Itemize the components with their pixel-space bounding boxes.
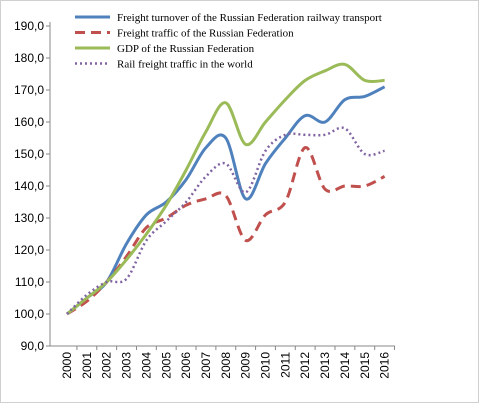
x-tick-label: 2015 xyxy=(358,352,372,379)
legend-label: Freight turnover of the Russian Federati… xyxy=(117,12,382,24)
y-tick-label: 110,0 xyxy=(15,275,44,289)
x-tick-label: 2001 xyxy=(80,352,94,379)
x-tick-label: 2006 xyxy=(179,352,193,379)
x-tick-label: 2008 xyxy=(219,352,233,379)
legend-label: Freight traffic of the Russian Federatio… xyxy=(117,28,294,40)
x-tick-label: 2009 xyxy=(239,352,253,379)
legend-label: GDP of the Russian Federation xyxy=(117,43,255,55)
y-tick-label: 140,0 xyxy=(14,179,44,193)
x-tick-label: 2014 xyxy=(338,352,352,379)
line-series xyxy=(66,146,386,316)
y-tick-label: 100,0 xyxy=(14,307,44,321)
y-tick-label: 90,0 xyxy=(21,339,45,353)
x-tick-label: 2016 xyxy=(378,352,392,379)
y-tick-label: 180,0 xyxy=(14,51,44,65)
x-tick-label: 2004 xyxy=(139,352,153,379)
line-series xyxy=(66,126,385,315)
y-tick-label: 150,0 xyxy=(14,147,44,161)
y-tick-label: 160,0 xyxy=(14,115,44,129)
x-tick-label: 2002 xyxy=(100,352,114,379)
line-series xyxy=(66,62,385,316)
x-tick-label: 2011 xyxy=(278,352,292,378)
x-tick-label: 2007 xyxy=(199,352,213,379)
x-tick-label: 2005 xyxy=(159,352,173,379)
x-tick-label: 2000 xyxy=(60,352,74,379)
x-tick-label: 2010 xyxy=(259,352,273,379)
line-series xyxy=(66,85,386,316)
x-tick-label: 2012 xyxy=(298,352,312,379)
y-tick-label: 190,0 xyxy=(14,19,44,33)
y-tick-label: 120,0 xyxy=(14,243,44,257)
y-tick-label: 130,0 xyxy=(14,211,44,225)
legend-label: Rail freight traffic in the world xyxy=(117,59,253,71)
x-tick-label: 2013 xyxy=(318,352,332,379)
x-tick-label: 2003 xyxy=(120,352,134,379)
y-tick-label: 170,0 xyxy=(14,83,44,97)
